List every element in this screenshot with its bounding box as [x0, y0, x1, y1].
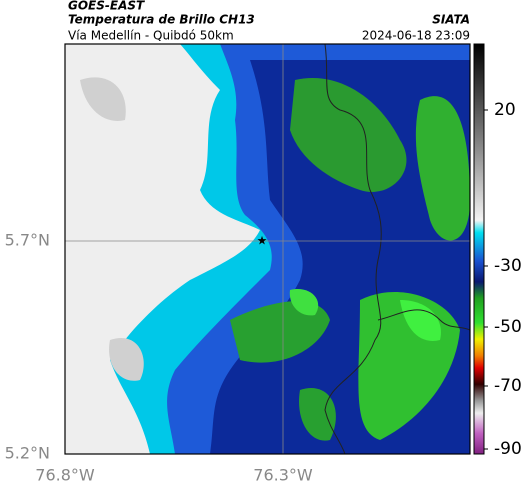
- y-label: 5.2°N: [5, 444, 50, 463]
- title: Temperatura de Brillo CH13: [68, 13, 255, 27]
- x-label: 76.3°W: [253, 466, 313, 485]
- colorbar-ticks: 20 -30 -50 -70 -90: [484, 100, 522, 459]
- colorbar-tick-label: 20: [494, 100, 516, 120]
- colorbar-tick-label: -50: [494, 317, 522, 337]
- timestamp: 2024-06-18 23:09: [362, 29, 470, 43]
- colorbar: [473, 43, 485, 455]
- colorbar-tick-label: -70: [494, 376, 522, 396]
- colorbar-tick-label: -30: [494, 256, 522, 276]
- svg-text:★: ★: [257, 234, 268, 248]
- map-frame: [64, 43, 471, 455]
- subtitle: Vía Medellín - Quibdó 50km: [68, 29, 234, 43]
- satellite: GOES-EAST: [68, 0, 145, 13]
- source: SIATA: [432, 13, 470, 27]
- satellite-image: ★: [65, 44, 470, 454]
- y-label: 5.7°N: [5, 231, 50, 250]
- x-label: 76.8°W: [35, 466, 95, 485]
- colorbar-tick-label: -90: [494, 439, 522, 459]
